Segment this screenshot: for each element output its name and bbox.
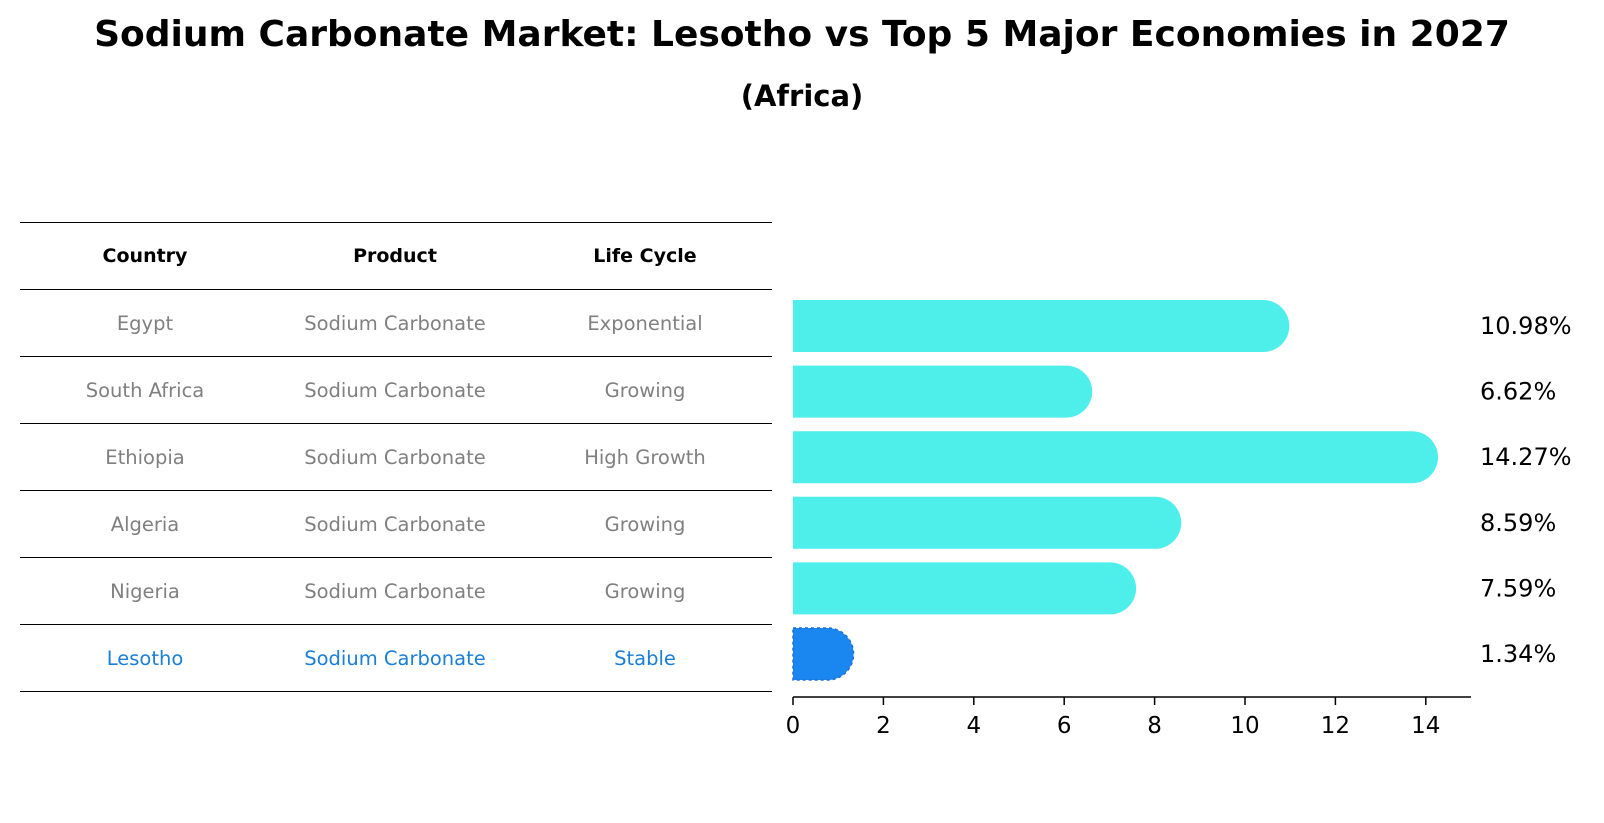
table-row: Ethiopia Sodium Carbonate High Growth xyxy=(20,423,772,490)
table-row-highlighted: Lesotho Sodium Carbonate Stable xyxy=(20,624,772,692)
cell-country: Egypt xyxy=(116,311,174,335)
table-row: Nigeria Sodium Carbonate Growing xyxy=(20,557,772,624)
table-header-row: Country Product Life Cycle xyxy=(20,222,772,289)
value-label: 10.98% xyxy=(1480,312,1572,340)
value-label: 6.62% xyxy=(1480,378,1556,406)
x-tick-label: 14 xyxy=(1411,713,1440,739)
header-country: Country xyxy=(102,245,188,267)
bar-south-africa xyxy=(793,365,1093,418)
cell-life-cycle: Growing xyxy=(604,378,686,402)
cell-country: Nigeria xyxy=(110,579,180,603)
cell-product: Sodium Carbonate xyxy=(304,646,486,670)
table-row: South Africa Sodium Carbonate Growing xyxy=(20,356,772,423)
cell-country: Algeria xyxy=(110,512,180,536)
x-tick-label: 8 xyxy=(1147,713,1162,739)
bar-lesotho xyxy=(792,627,855,681)
cell-product: Sodium Carbonate xyxy=(304,512,486,536)
cell-country: Lesotho xyxy=(106,646,184,670)
x-tick-label: 12 xyxy=(1321,713,1350,739)
bar-ethiopia xyxy=(793,431,1439,484)
value-label: 14.27% xyxy=(1480,443,1572,471)
cell-product: Sodium Carbonate xyxy=(304,579,486,603)
x-tick-label: 4 xyxy=(966,713,981,739)
cell-product: Sodium Carbonate xyxy=(304,445,486,469)
cell-life-cycle: Growing xyxy=(604,512,686,536)
value-label: 7.59% xyxy=(1480,574,1556,602)
x-tick-label: 10 xyxy=(1230,713,1259,739)
bar-nigeria xyxy=(793,562,1137,615)
cell-country: South Africa xyxy=(85,378,205,402)
bar-algeria xyxy=(793,496,1182,549)
comparison-table: Country Product Life Cycle Egypt Sodium … xyxy=(20,222,772,692)
header-product: Product xyxy=(353,245,437,267)
cell-country: Ethiopia xyxy=(105,445,185,469)
cell-life-cycle: Stable xyxy=(614,646,676,670)
header-life-cycle: Life Cycle xyxy=(593,245,697,267)
x-tick-label: 0 xyxy=(786,713,801,739)
cell-product: Sodium Carbonate xyxy=(304,311,486,335)
x-axis: 0 2 4 6 8 10 12 14 xyxy=(786,696,1471,739)
value-label: 1.34% xyxy=(1480,640,1556,668)
cell-life-cycle: Exponential xyxy=(587,311,703,335)
bars-layer xyxy=(792,300,1439,681)
cell-life-cycle: Growing xyxy=(604,579,686,603)
value-labels-layer: 10.98% 6.62% 14.27% 8.59% 7.59% 1.34% xyxy=(1480,312,1572,668)
cell-life-cycle: High Growth xyxy=(584,445,706,469)
bar-egypt xyxy=(793,300,1290,352)
table-row: Algeria Sodium Carbonate Growing xyxy=(20,490,772,557)
chart-title: Sodium Carbonate Market: Lesotho vs Top … xyxy=(94,14,1510,55)
x-tick-label: 2 xyxy=(876,713,891,739)
x-tick-label: 6 xyxy=(1057,713,1072,739)
chart-subtitle: (Africa) xyxy=(740,79,864,113)
cell-product: Sodium Carbonate xyxy=(304,378,486,402)
table-row: Egypt Sodium Carbonate Exponential xyxy=(20,289,772,356)
value-label: 8.59% xyxy=(1480,509,1556,537)
